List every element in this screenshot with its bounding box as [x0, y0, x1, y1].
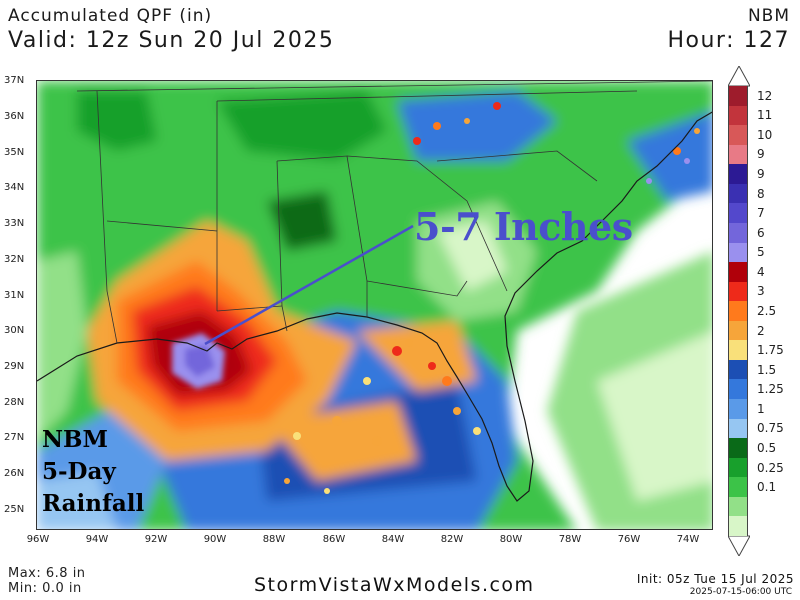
lat-label: 28N	[4, 397, 25, 408]
rainfall-map	[36, 80, 713, 530]
lat-label: 29N	[4, 361, 25, 372]
lat-label: 37N	[4, 75, 25, 86]
max-min-values: Max: 6.8 in Min: 0.0 in	[8, 566, 86, 596]
annotation-arrow	[204, 224, 414, 346]
legend-label: 8	[757, 186, 765, 201]
legend-swatch	[728, 105, 748, 126]
legend-label: 1.5	[757, 362, 777, 377]
legend-swatch	[728, 144, 748, 165]
coastlines	[37, 111, 712, 502]
legend-swatch	[728, 262, 748, 283]
lat-label: 33N	[4, 218, 25, 229]
legend-label: 12	[757, 88, 773, 103]
lat-label: 34N	[4, 182, 25, 193]
timestamp: 2025-07-15-06:00 UTC	[689, 587, 792, 597]
legend-label: 2.5	[757, 304, 777, 318]
legend-label: 5	[757, 245, 765, 260]
badge-line: NBM	[42, 426, 108, 453]
site-credit: StormVistaWxModels.com	[254, 574, 535, 596]
legend-swatch	[728, 203, 748, 224]
legend-label: 9	[757, 167, 765, 182]
legend-swatch	[728, 164, 748, 185]
lon-label: 82W	[440, 534, 464, 545]
legend-label: 4	[757, 264, 765, 279]
legend-label: 3	[757, 284, 765, 299]
legend-label: 1.75	[757, 343, 784, 358]
state-borders	[76, 81, 712, 344]
legend-swatch	[728, 320, 748, 341]
legend-swatch	[728, 477, 748, 498]
lon-label: 86W	[322, 534, 346, 545]
legend-swatch	[728, 281, 748, 302]
legend-label: 7	[757, 206, 765, 221]
legend-label: 2	[757, 323, 765, 338]
rainfall-map-graphic	[37, 81, 712, 529]
lon-label: 74W	[676, 534, 700, 545]
lat-label: 32N	[4, 254, 25, 265]
legend-swatch	[728, 183, 748, 204]
lon-label: 76W	[617, 534, 641, 545]
lon-label: 80W	[499, 534, 523, 545]
legend-swatch	[728, 242, 748, 263]
legend-swatch	[728, 359, 748, 380]
legend-label: 9	[757, 147, 765, 162]
legend-label: 0.25	[757, 460, 784, 475]
lon-label: 96W	[26, 534, 50, 545]
legend-label: 11	[757, 108, 773, 123]
map-badge: NBM 5-Day Rainfall	[42, 424, 144, 520]
rainfall-shading	[37, 81, 712, 529]
legend-label: 0.1	[757, 480, 777, 495]
init-time: Init: 05z Tue 15 Jul 2025	[636, 572, 794, 586]
map-title: Accumulated QPF (in)	[8, 6, 213, 26]
lon-label: 94W	[85, 534, 109, 545]
legend-label: 1	[757, 401, 765, 416]
legend-swatch	[728, 399, 748, 420]
badge-line: Rainfall	[42, 490, 145, 517]
color-legend: 12 11 10 9 9 8 7 6 5 4 3 2.5 2 1.75 1.5 1.25 1 0.75 0.5 0.2…	[728, 66, 798, 556]
legend-label: 0.75	[757, 421, 784, 436]
legend-swatch	[728, 222, 748, 244]
legend-swatch	[728, 418, 748, 439]
annotation-label: 5-7 Inches	[414, 204, 633, 249]
legend-swatch	[728, 301, 748, 322]
lat-label: 25N	[4, 504, 25, 515]
legend-swatch	[728, 340, 748, 361]
lat-label: 26N	[4, 468, 25, 479]
lon-label: 90W	[203, 534, 227, 545]
lat-label: 36N	[4, 111, 25, 122]
model-name: NBM	[747, 6, 790, 26]
valid-time: Valid: 12z Sun 20 Jul 2025	[8, 28, 335, 53]
lon-label: 84W	[381, 534, 405, 545]
legend-swatch	[728, 516, 748, 537]
legend-swatch	[728, 125, 748, 146]
min-value: Min: 0.0 in	[8, 581, 82, 596]
lon-label: 92W	[144, 534, 168, 545]
legend-swatch	[728, 457, 748, 478]
lon-label: 88W	[262, 534, 286, 545]
forecast-hour: Hour: 127	[667, 28, 790, 53]
legend-swatch	[728, 86, 748, 107]
lon-label: 78W	[558, 534, 582, 545]
legend-label: 0.5	[757, 440, 777, 455]
legend-swatch	[728, 438, 748, 459]
legend-label: 1.25	[757, 382, 784, 397]
lat-label: 31N	[4, 290, 25, 301]
legend-swatch	[728, 379, 748, 400]
lat-label: 35N	[4, 147, 25, 158]
convective-speckles	[284, 102, 700, 494]
badge-line: 5-Day	[42, 458, 116, 485]
max-value: Max: 6.8 in	[8, 566, 86, 581]
legend-label: 6	[757, 225, 765, 240]
legend-swatch	[728, 496, 748, 517]
lat-label: 27N	[4, 432, 25, 443]
lat-label: 30N	[4, 325, 25, 336]
legend-label: 10	[757, 127, 773, 142]
